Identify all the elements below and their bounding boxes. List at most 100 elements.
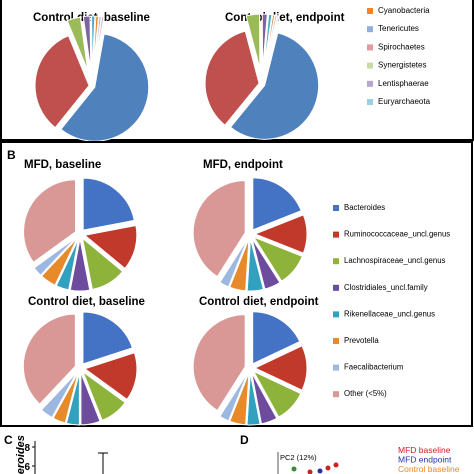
pie-slice-clostridiales-uncl-family [251,238,281,290]
legend-label-prevotella: Prevotella [344,336,379,345]
panel-d-point [325,465,331,471]
pie-slice-bacteroides [82,311,134,365]
pie-chart-a2 [204,13,320,140]
pie-slice-other-5 [192,314,246,412]
pie-slice-faecalibacterium [219,238,249,288]
pie-slice-proteobacteria [245,13,261,69]
panel-d-point [291,466,297,472]
panel-d-axis-label: PC2 (12%) [280,453,317,462]
legend-label-spirochaetes: Spirochaetes [378,42,425,51]
pie-slice-bacteroides [252,311,301,365]
pie-slice-bacteroidetes [60,33,150,142]
pie-slice-proteobacteria [66,16,89,71]
pie-slice-actinobacteria [82,15,92,71]
legend-label-bacteroides: Bacteroides [344,203,385,212]
legend-label-ruminococcaceae-uncl-genus: Ruminococcaceae_uncl.genus [344,230,450,239]
pie-slice-actinobacteria [261,13,268,69]
legend-swatch-ruminococcaceae-uncl-genus [333,231,339,238]
legend-a: Cyanobacteria Tenericutes Spirochaetes Syne… [367,6,431,106]
pie-slice-ruminococcaceae-uncl-genus [83,224,138,270]
legend-label-clostridiales-uncl-family: Clostridiales_uncl.family [344,283,428,292]
legend-swatch-euryarchaeota [367,99,373,105]
legend-label-cyanobacteria: Cyanobacteria [378,6,430,15]
pie-slice-bacteroidetes [229,32,320,140]
legend-swatch-other-5 [333,391,339,398]
legend-label-lentisphaerae: Lentisphaerae [378,79,429,88]
panel-b-letter: B [7,148,16,162]
pie-slice-verrucomicrobia [91,15,96,71]
pie-slice-prevotella [52,372,79,424]
pie-slice-spirochaetes [93,16,105,71]
legend-swatch-rikenellaceae-uncl-genus [333,311,339,318]
panel-c-tick-8: 8 [24,443,30,454]
legend-swatch-spirochaetes [367,44,373,51]
pie-title-b2: MFD, endpoint [203,159,283,171]
pie-slice-prevotella [40,237,78,286]
pie-slice-verrucomicrobia [263,13,273,69]
pie-slice-firmicutes [34,34,90,129]
pie-slice-ruminococcaceae-uncl-genus [83,352,138,401]
pie-slice-clostridiales-uncl-family [69,238,91,292]
pie-chart-a1 [34,15,150,142]
pie-slice-rikenellaceae-uncl-genus [246,372,261,426]
pie-slice-bacteroides [82,177,135,231]
legend-label-other-5: Other (<5%) [344,389,387,398]
pie-chart-b3 [22,311,138,426]
pie-slice-lachnospiraceae-uncl-genus [81,237,124,290]
pie-title-b3: Control diet, baseline [28,296,145,308]
pie-slice-clostridiales-uncl-family [80,372,101,426]
pie-slice-rikenellaceae-uncl-genus [65,372,80,426]
pie-title-b1: MFD, baseline [24,159,101,171]
panel-a-frame [0,0,474,141]
pie-slice-ruminococcaceae-uncl-genus [253,214,308,254]
panel-d-point [307,469,313,474]
legend-swatch-synergistetes [367,62,373,69]
legend-label-euryarchaeota: Euryarchaeota [378,97,431,106]
pie-chart-b4 [192,311,308,426]
pie-slice-other-5 [192,180,246,278]
pie-slice-other-5 [22,313,76,405]
legend-swatch-tenericutes [367,26,373,33]
pie-slice-prevotella [229,372,250,426]
pie-slice-faecalibacterium [40,371,78,419]
pie-chart-b1 [23,177,138,292]
pie-slice-tenericutes [93,15,102,71]
pie-title-b4: Control diet, endpoint [199,296,319,308]
legend-swatch-faecalibacterium [333,364,339,371]
panel-d-point [317,468,323,474]
panel-c: C cteroides 8 6 [4,433,108,474]
legend-swatch-lachnospiraceae-uncl-genus [333,258,339,265]
pie-slice-firmicutes [204,30,260,126]
pie-title-a2: Control diet, endpoint [225,12,345,24]
panel-d-letter: D [240,433,249,447]
pie-slice-lachnospiraceae-uncl-genus [252,236,303,282]
panel-d-point [333,462,339,468]
legend-label-rikenellaceae-uncl-genus: Rikenellaceae_uncl.genus [344,309,435,318]
panel-b: B MFD, baseline MFD, endpoint Control di… [0,141,473,427]
pie-slice-lachnospiraceae-uncl-genus [81,370,126,421]
pie-slice-rikenellaceae-uncl-genus [55,238,79,291]
pie-slice-cyanobacteria [264,14,276,69]
pie-slice-faecalibacterium [219,372,249,422]
pie-slice-cyanobacteria [92,15,100,71]
pie-slice-spirochaetes [265,15,280,69]
panel-c-letter: C [4,433,13,447]
legend-swatch-bacteroides [333,205,339,211]
legend-label-tenericutes: Tenericutes [378,24,419,33]
pie-slice-clostridiales-uncl-family [251,372,278,425]
legend-label-control-baseline: Control baseline [398,464,460,474]
legend-label-faecalibacterium: Faecalibacterium [344,363,403,372]
pie-slice-faecalibacterium [33,236,77,276]
pie-slice-lachnospiraceae-uncl-genus [252,370,302,418]
pie-slice-other-5 [23,179,77,263]
panel-b-frame [0,141,473,427]
legend-b: Bacteroides Ruminococcaceae_uncl.genus Lac… [333,203,450,398]
legend-label-lachnospiraceae-uncl-genus: Lachnospiraceae_uncl.genus [344,256,446,265]
legend-label-mfd-baseline: MFD baseline [398,445,451,455]
legend-label-synergistetes: Synergistetes [378,61,426,70]
legend-label-mfd-endpoint: MFD endpoint [398,455,452,465]
panel-c-ylabel: cteroides [15,435,27,474]
legend-swatch-cyanobacteria [367,8,373,14]
